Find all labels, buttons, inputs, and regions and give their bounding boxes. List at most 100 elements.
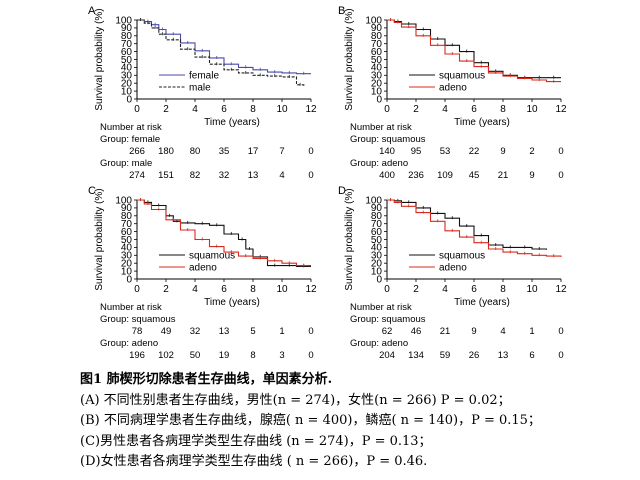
risk-count: 13	[248, 170, 259, 181]
risk-count: 32	[190, 326, 201, 337]
risk-count: 6	[529, 350, 534, 361]
risk-count: 78	[132, 326, 143, 337]
y-tick-label: 40	[371, 63, 383, 74]
y-tick-label: 80	[371, 211, 383, 222]
y-tick-label: 30	[121, 251, 133, 262]
y-tick-label: 0	[376, 274, 382, 285]
risk-count: 8	[250, 350, 255, 361]
legend-label-female: female	[189, 71, 219, 82]
risk-group-label: Group: squamous	[350, 314, 426, 325]
x-axis-title: Time (years)	[454, 117, 510, 128]
y-tick-label: 20	[121, 79, 133, 90]
risk-table-header: Number at risk	[100, 302, 162, 313]
risk-count: 95	[411, 146, 422, 157]
y-tick-label: 30	[121, 71, 133, 82]
risk-count: 0	[558, 326, 563, 337]
y-tick-label: 0	[126, 94, 132, 105]
y-axis-title: Survival probability (%)	[344, 188, 355, 290]
y-tick-label: 100	[365, 15, 382, 26]
risk-count: 5	[250, 326, 255, 337]
risk-count: 4	[500, 326, 505, 337]
risk-count: 45	[469, 170, 480, 181]
risk-group-label: Group: adeno	[100, 338, 158, 349]
y-tick-label: 10	[121, 86, 133, 97]
x-tick-label: 10	[276, 284, 288, 295]
y-tick-label: 10	[371, 266, 383, 277]
y-tick-label: 0	[126, 274, 132, 285]
risk-count: 274	[129, 170, 145, 181]
x-tick-label: 8	[500, 284, 506, 295]
panel-letter: D	[338, 185, 346, 197]
risk-count: 80	[190, 146, 201, 157]
caption-line-b: (B) 不同病理学患者生存曲线，腺癌( n = 400)，鳞癌( n = 140…	[80, 413, 541, 428]
risk-count: 4	[279, 170, 284, 181]
y-tick-label: 40	[371, 243, 383, 254]
y-tick-label: 0	[376, 94, 382, 105]
panel-letter: B	[338, 5, 345, 17]
x-tick-label: 8	[250, 284, 256, 295]
risk-count: 0	[308, 146, 313, 157]
risk-table-header: Number at risk	[350, 302, 412, 313]
risk-count: 266	[129, 146, 145, 157]
x-axis-title: Time (years)	[204, 297, 260, 308]
y-tick-label: 100	[115, 15, 132, 26]
risk-count: 0	[308, 326, 313, 337]
x-tick-label: 6	[471, 284, 477, 295]
risk-count: 236	[408, 170, 424, 181]
y-tick-label: 20	[371, 79, 383, 90]
y-tick-label: 80	[121, 31, 133, 42]
risk-group-label: Group: adeno	[350, 158, 408, 169]
y-axis-title: Survival probability (%)	[344, 8, 355, 110]
y-tick-label: 70	[371, 219, 383, 230]
risk-count: 9	[529, 170, 534, 181]
x-tick-label: 6	[471, 104, 477, 115]
y-tick-label: 60	[121, 227, 133, 238]
risk-count: 50	[190, 350, 201, 361]
series-curve-squamous	[387, 19, 561, 79]
y-tick-label: 60	[371, 47, 383, 58]
x-tick-label: 12	[305, 104, 317, 115]
y-tick-label: 20	[121, 259, 133, 270]
y-tick-label: 90	[121, 203, 133, 214]
risk-table-header: Number at risk	[100, 122, 162, 133]
y-tick-label: 10	[371, 86, 383, 97]
risk-count: 1	[279, 326, 284, 337]
x-tick-label: 4	[442, 104, 448, 115]
risk-count: 53	[440, 146, 451, 157]
risk-count: 21	[498, 170, 509, 181]
x-tick-label: 12	[555, 284, 567, 295]
y-tick-label: 50	[371, 235, 383, 246]
x-tick-label: 0	[134, 104, 140, 115]
x-axis-title: Time (years)	[204, 117, 260, 128]
y-axis-title: Survival probability (%)	[94, 8, 105, 110]
risk-count: 109	[437, 170, 453, 181]
y-tick-label: 100	[365, 195, 382, 206]
series-curve-male	[137, 19, 305, 87]
legend-label-adeno: adeno	[439, 83, 467, 94]
risk-table-header: Number at risk	[350, 122, 412, 133]
risk-count: 196	[129, 350, 145, 361]
caption-line-c: (C)男性患者各病理学类型生存曲线 (n = 274)，P = 0.13；	[80, 433, 432, 449]
figure-caption: 图1 肺楔形切除患者生存曲线，单因素分析. (A) 不同性别患者生存曲线，男性(…	[80, 370, 636, 473]
risk-count: 35	[219, 146, 230, 157]
y-tick-label: 30	[371, 71, 383, 82]
x-tick-label: 6	[221, 104, 227, 115]
x-tick-label: 2	[163, 104, 169, 115]
y-tick-label: 90	[121, 23, 133, 34]
x-axis-title: Time (years)	[454, 297, 510, 308]
risk-count: 13	[498, 350, 509, 361]
risk-count: 1	[529, 326, 534, 337]
risk-count: 26	[469, 350, 480, 361]
risk-count: 49	[161, 326, 172, 337]
risk-count: 0	[308, 170, 313, 181]
legend-label-adeno: adeno	[189, 263, 217, 274]
risk-group-label: Group: squamous	[100, 314, 176, 325]
y-tick-label: 40	[121, 63, 133, 74]
caption-line-a: (A) 不同性别患者生存曲线，男性(n = 274)，女性(n = 266) P…	[80, 392, 511, 408]
legend-label-squamous: squamous	[439, 71, 485, 82]
caption-title: 图1 肺楔形切除患者生存曲线，单因素分析.	[80, 372, 333, 387]
legend-label-squamous: squamous	[189, 251, 235, 262]
